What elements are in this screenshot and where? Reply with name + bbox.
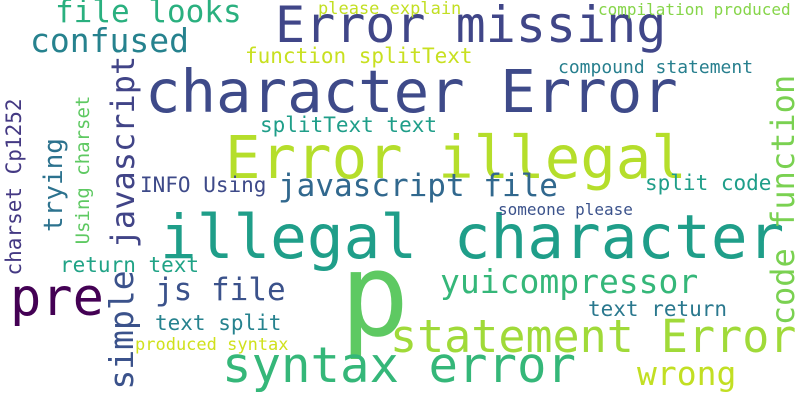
word: Error missing	[275, 0, 666, 54]
word: charset Cp1252	[2, 98, 26, 275]
word: someone please	[498, 200, 633, 219]
word: pre	[10, 268, 104, 328]
word: confused	[30, 21, 189, 60]
word: code function	[764, 75, 800, 325]
word: Using charset	[72, 96, 94, 245]
word: text return	[588, 297, 727, 321]
word: javascript file	[278, 168, 558, 204]
word: character Error	[145, 57, 678, 126]
word: please explain	[318, 0, 461, 19]
word: file looks	[55, 0, 242, 30]
word: wrong	[637, 354, 736, 393]
word: yuicompressor	[440, 262, 698, 301]
word: produced syntax	[135, 335, 289, 355]
word: function splitText	[245, 44, 473, 68]
word: syntax error	[222, 337, 576, 394]
word: compilation produced	[598, 0, 791, 19]
word: javascript	[104, 56, 142, 249]
word: text split	[155, 311, 281, 335]
word: statement Error	[390, 310, 796, 363]
word: compound statement	[558, 57, 753, 78]
word: split code	[645, 171, 771, 195]
word: return text	[60, 253, 199, 277]
word: INFO Using	[140, 173, 266, 197]
word: simple	[102, 270, 141, 389]
word: splitText text	[260, 113, 437, 137]
word: trying	[39, 138, 69, 232]
word: Error illegal	[225, 123, 687, 192]
word: p	[340, 229, 409, 363]
word: js file	[155, 272, 286, 308]
word: illegal character	[160, 202, 784, 273]
